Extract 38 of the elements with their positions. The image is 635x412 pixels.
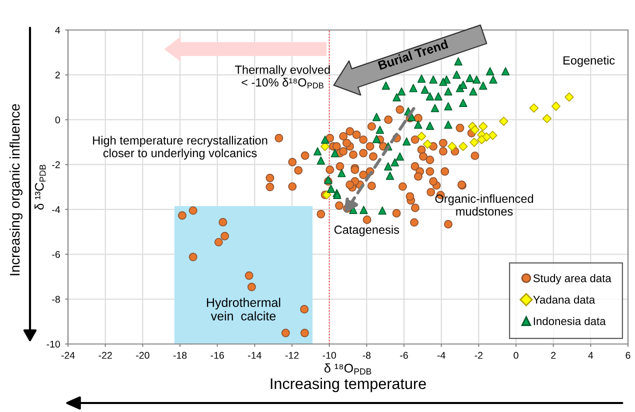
x-tick-label: -12 — [285, 352, 299, 359]
annotation: Eogenetic — [564, 56, 615, 67]
x-tick-label: -18 — [173, 352, 187, 359]
y-tick-label: 2 — [55, 72, 60, 78]
x-tick-label: 4 — [588, 352, 594, 359]
y-tick-label: -4 — [52, 206, 60, 213]
x-tick-label: -24 — [61, 352, 75, 359]
legend-label: Study area data — [533, 274, 612, 284]
x-tick-label: -14 — [248, 352, 262, 359]
y-tick-label: 0 — [55, 116, 60, 124]
x-tick-label: 6 — [626, 352, 630, 359]
annotation: Burial Trend — [378, 39, 448, 70]
annotation: Catagenesis — [334, 225, 400, 236]
x-tick-label: -2 — [474, 352, 482, 359]
x-tick-label: -20 — [136, 352, 150, 359]
x-tick-label: -16 — [210, 352, 224, 359]
text: Increasing organic influence — [10, 104, 22, 276]
annotation: Thermally evolved < -10% δ¹⁸O$_{PDB}$ — [235, 65, 330, 88]
x-tick-label: -6 — [400, 352, 408, 359]
x-tick-label: 2 — [551, 352, 556, 359]
y-tick-label: -2 — [52, 161, 60, 168]
x-tick-label: 0 — [514, 352, 518, 359]
x-tick-label: -22 — [98, 352, 112, 359]
y-tick-label: -10 — [46, 340, 60, 348]
x-tick-label: -10 — [322, 352, 336, 359]
legend-label: Indonesia data — [534, 316, 606, 326]
legend-label: Yadana data — [533, 296, 596, 304]
y-tick-label: -6 — [52, 251, 60, 258]
y-axis-title: δ ¹³C$_{PDB}$ — [34, 164, 46, 210]
x-tick-label: -4 — [437, 352, 446, 359]
y-tick-label: 4 — [55, 26, 60, 34]
band-label: Hydrothermal vein calcite — [206, 298, 280, 320]
annotation: Organic-influenced mudstones — [435, 194, 534, 216]
x-tick-label: -8 — [362, 352, 371, 359]
x-axis-title: δ ¹⁸O$_{PDB}$ — [324, 363, 372, 374]
annotation: High temperature recrystallization closer to underlying volcanics — [93, 136, 268, 160]
y-tick-label: -8 — [52, 296, 60, 303]
text: Increasing temperature — [270, 378, 426, 392]
